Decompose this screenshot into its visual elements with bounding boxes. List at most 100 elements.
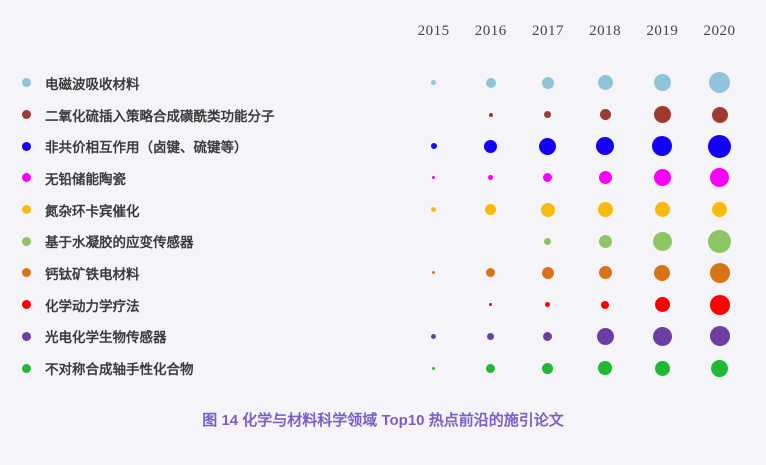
bubble-cell-2019 bbox=[634, 352, 691, 384]
bubble-2017 bbox=[544, 237, 552, 245]
bubble-cell-2015 bbox=[405, 130, 462, 162]
bubble-cell-2019 bbox=[634, 130, 691, 162]
bubble-cell-2017 bbox=[519, 257, 576, 289]
bubble-2019 bbox=[652, 231, 672, 251]
bubble-cell-2020 bbox=[691, 352, 748, 384]
bubble-2017 bbox=[541, 76, 554, 89]
bubble-cell-2015 bbox=[405, 289, 462, 321]
bubble-cell-2019 bbox=[634, 225, 691, 257]
series-label: 二氧化硫插入策略合成磺酰类功能分子 bbox=[45, 108, 275, 124]
series-label-cell: 光电化学生物传感器 bbox=[0, 321, 405, 353]
series-label-cell: 氮杂环卡宾催化 bbox=[0, 194, 405, 226]
bubble-2018 bbox=[601, 300, 610, 309]
bubble-cell-2020 bbox=[691, 67, 748, 99]
series-legend-dot bbox=[22, 78, 31, 88]
bubble-cell-2016 bbox=[462, 130, 519, 162]
bubble-cell-2017 bbox=[519, 225, 576, 257]
bubble-2020 bbox=[709, 294, 730, 315]
series-legend-dot bbox=[22, 173, 31, 183]
bubble-2018 bbox=[598, 361, 613, 376]
bubble-cell-2017 bbox=[519, 321, 576, 353]
year-axis: 2015 2016 2017 2018 2019 2020 bbox=[0, 20, 766, 42]
bubble-2017 bbox=[543, 173, 553, 183]
bubble-2016 bbox=[484, 139, 498, 153]
bubble-2016 bbox=[486, 363, 496, 373]
bubble-2020 bbox=[709, 262, 730, 283]
chart-row: 钙钛矿铁电材料 bbox=[0, 257, 766, 289]
bubble-2019 bbox=[653, 74, 671, 92]
bubble-2017 bbox=[541, 266, 554, 279]
year-label: 2020 bbox=[703, 22, 736, 39]
chart-row: 不对称合成轴手性化合物 bbox=[0, 352, 766, 384]
bubble-cell-2018 bbox=[577, 130, 634, 162]
bubble-2019 bbox=[652, 326, 672, 346]
bubble-cell-2015 bbox=[405, 257, 462, 289]
bubble-cell-2015 bbox=[405, 321, 462, 353]
bubble-cell-2019 bbox=[634, 194, 691, 226]
bubble-cell-2015 bbox=[405, 352, 462, 384]
bubble-cell-2015 bbox=[405, 67, 462, 99]
bubble-cell-2020 bbox=[691, 289, 748, 321]
bubble-cell-2015 bbox=[405, 99, 462, 131]
bubble-cell-2018 bbox=[577, 289, 634, 321]
bubble-2019 bbox=[654, 360, 670, 376]
bubble-2018 bbox=[596, 137, 615, 156]
bubble-2019 bbox=[652, 136, 673, 157]
bubble-cell-2016 bbox=[462, 257, 519, 289]
bubble-cell-2020 bbox=[691, 257, 748, 289]
series-label: 氮杂环卡宾催化 bbox=[45, 203, 140, 219]
bubble-cell-2018 bbox=[577, 225, 634, 257]
bubble-2016 bbox=[489, 303, 493, 307]
bubble-cell-2018 bbox=[577, 257, 634, 289]
bubble-cell-2019 bbox=[634, 257, 691, 289]
series-label-cell: 基于水凝胶的应变传感器 bbox=[0, 225, 405, 257]
bubble-cell-2020 bbox=[691, 194, 748, 226]
bubble-2016 bbox=[486, 268, 496, 278]
series-legend-dot bbox=[22, 110, 31, 120]
bubble-2016 bbox=[485, 204, 497, 216]
bubble-2020 bbox=[711, 359, 729, 377]
bubble-cell-2016 bbox=[462, 162, 519, 194]
bubble-cell-2016 bbox=[462, 67, 519, 99]
bubble-2015 bbox=[432, 176, 436, 180]
bubble-cell-2018 bbox=[577, 321, 634, 353]
bubble-cell-2019 bbox=[634, 67, 691, 99]
bubble-2018 bbox=[598, 266, 612, 280]
bubble-2019 bbox=[653, 106, 671, 124]
chart-row: 氮杂环卡宾催化 bbox=[0, 194, 766, 226]
bubble-2015 bbox=[432, 271, 436, 275]
bubble-2018 bbox=[598, 171, 612, 185]
series-label: 光电化学生物传感器 bbox=[45, 330, 167, 346]
bubble-cell-2017 bbox=[519, 130, 576, 162]
bubble-2017 bbox=[545, 302, 551, 308]
bubble-2015 bbox=[431, 333, 437, 339]
bubble-cell-2017 bbox=[519, 67, 576, 99]
year-label: 2015 bbox=[417, 22, 450, 39]
bubble-2020 bbox=[712, 202, 728, 218]
year-label: 2016 bbox=[474, 22, 507, 39]
chart-row: 电磁波吸收材料 bbox=[0, 67, 766, 99]
series-label: 非共价相互作用（卤键、硫键等） bbox=[45, 140, 248, 156]
bubble-cell-2016 bbox=[462, 352, 519, 384]
chart-caption: 图 14 化学与材料科学领域 Top10 热点前沿的施引论文 bbox=[202, 412, 564, 429]
bubble-2019 bbox=[654, 202, 670, 218]
series-legend-dot bbox=[22, 331, 31, 341]
series-legend-dot bbox=[22, 236, 31, 246]
bubble-2016 bbox=[488, 112, 493, 117]
chart-row: 非共价相互作用（卤键、硫键等） bbox=[0, 130, 766, 162]
series-label: 不对称合成轴手性化合物 bbox=[45, 362, 194, 378]
chart-row: 二氧化硫插入策略合成磺酰类功能分子 bbox=[0, 99, 766, 131]
bubble-2017 bbox=[542, 362, 554, 374]
year-label: 2017 bbox=[531, 22, 564, 39]
bubble-cell-2020 bbox=[691, 99, 748, 131]
bubble-cell-2018 bbox=[577, 352, 634, 384]
bubble-cell-2019 bbox=[634, 289, 691, 321]
chart-rows: 电磁波吸收材料 二氧化硫插入策略合成磺酰类功能分子 非共价相互作用（卤键、硫键等） 无… bbox=[0, 67, 766, 384]
series-label: 钙钛矿铁电材料 bbox=[45, 266, 140, 282]
bubble-2018 bbox=[597, 202, 613, 218]
bubble-2016 bbox=[485, 77, 496, 88]
bubble-cell-2015 bbox=[405, 194, 462, 226]
bubble-cell-2016 bbox=[462, 225, 519, 257]
bubble-cell-2015 bbox=[405, 225, 462, 257]
